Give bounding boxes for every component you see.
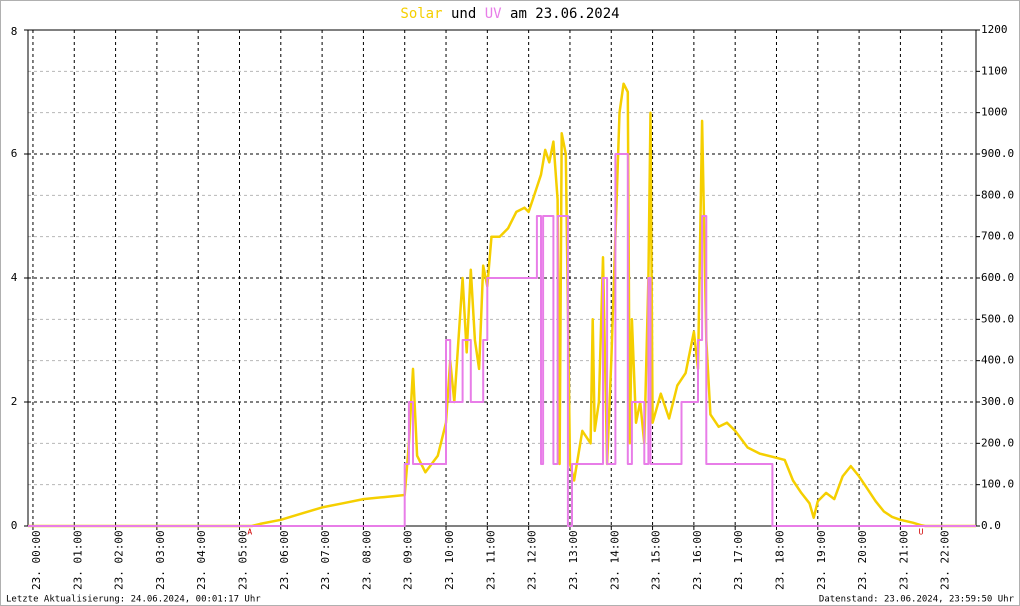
x-tick-label: 23. 07:00: [319, 530, 332, 590]
y2-tick-label: 1000: [981, 106, 1008, 119]
footer-left: Letzte Aktualisierung: 24.06.2024, 00:01…: [6, 595, 261, 605]
y2-tick-label: 200.0: [981, 436, 1014, 449]
plot-border: [27, 29, 977, 527]
y2-tick-label: 1100: [981, 64, 1008, 77]
annotation: U: [919, 528, 924, 537]
x-tick-label: 23. 17:00: [732, 530, 745, 590]
y2-tick-label: 800.0: [981, 188, 1014, 201]
x-tick-label: 23. 00:00: [30, 530, 43, 590]
x-tick-label: 23. 09:00: [402, 530, 415, 590]
x-tick-label: 23. 11:00: [484, 530, 497, 590]
y2-tick-label: 500.0: [981, 312, 1014, 325]
x-tick-label: 23. 12:00: [526, 530, 539, 590]
y2-tick-label: 700.0: [981, 230, 1014, 243]
x-tick-label: 23. 21:00: [897, 530, 910, 590]
x-tick-label: 23. 08:00: [360, 530, 373, 590]
x-tick-label: 23. 02:00: [113, 530, 126, 590]
x-tick-label: 23. 01:00: [71, 530, 84, 590]
y2-tick-label: 900.0: [981, 147, 1014, 160]
x-tick-label: 23. 03:00: [154, 530, 167, 590]
y2-tick-label: 1200: [981, 23, 1008, 36]
annotation: A: [247, 528, 252, 537]
title-uv: UV: [485, 6, 502, 22]
x-tick-label: 23. 22:00: [939, 530, 952, 590]
y2-tick-label: 600.0: [981, 271, 1014, 284]
title-connector: und: [451, 6, 476, 22]
y2-tick-label: 300.0: [981, 395, 1014, 408]
y-tick-label: 6: [11, 147, 18, 160]
x-tick-label: 23. 05:00: [236, 530, 249, 590]
x-tick-label: 23. 19:00: [815, 530, 828, 590]
y-tick-label: 4: [11, 271, 18, 284]
y-tick-label: 0: [11, 519, 18, 532]
footer-right: Datenstand: 23.06.2024, 23:59:50 Uhr: [819, 595, 1015, 605]
x-tick-label: 23. 06:00: [278, 530, 291, 590]
y2-tick-label: 100.0: [981, 478, 1014, 491]
x-tick-label: 23. 14:00: [608, 530, 621, 590]
chart-title: Solar und UV am 23.06.2024: [400, 6, 619, 22]
x-tick-label: 23. 16:00: [691, 530, 704, 590]
y2-tick-label: 400.0: [981, 354, 1014, 367]
y-tick-label: 2: [11, 395, 18, 408]
title-suffix: am 23.06.2024: [510, 6, 620, 22]
title-solar: Solar: [400, 6, 442, 22]
y2-tick-label: 0.0: [981, 519, 1001, 532]
x-tick-label: 23. 20:00: [856, 530, 869, 590]
series-line: [28, 153, 976, 527]
x-tick-label: 23. 13:00: [567, 530, 580, 590]
y-tick-label: 8: [11, 25, 18, 38]
x-tick-label: 23. 04:00: [195, 530, 208, 590]
x-tick-label: 23. 18:00: [773, 530, 786, 590]
x-tick-label: 23. 15:00: [650, 530, 663, 590]
x-tick-label: 23. 10:00: [443, 530, 456, 590]
